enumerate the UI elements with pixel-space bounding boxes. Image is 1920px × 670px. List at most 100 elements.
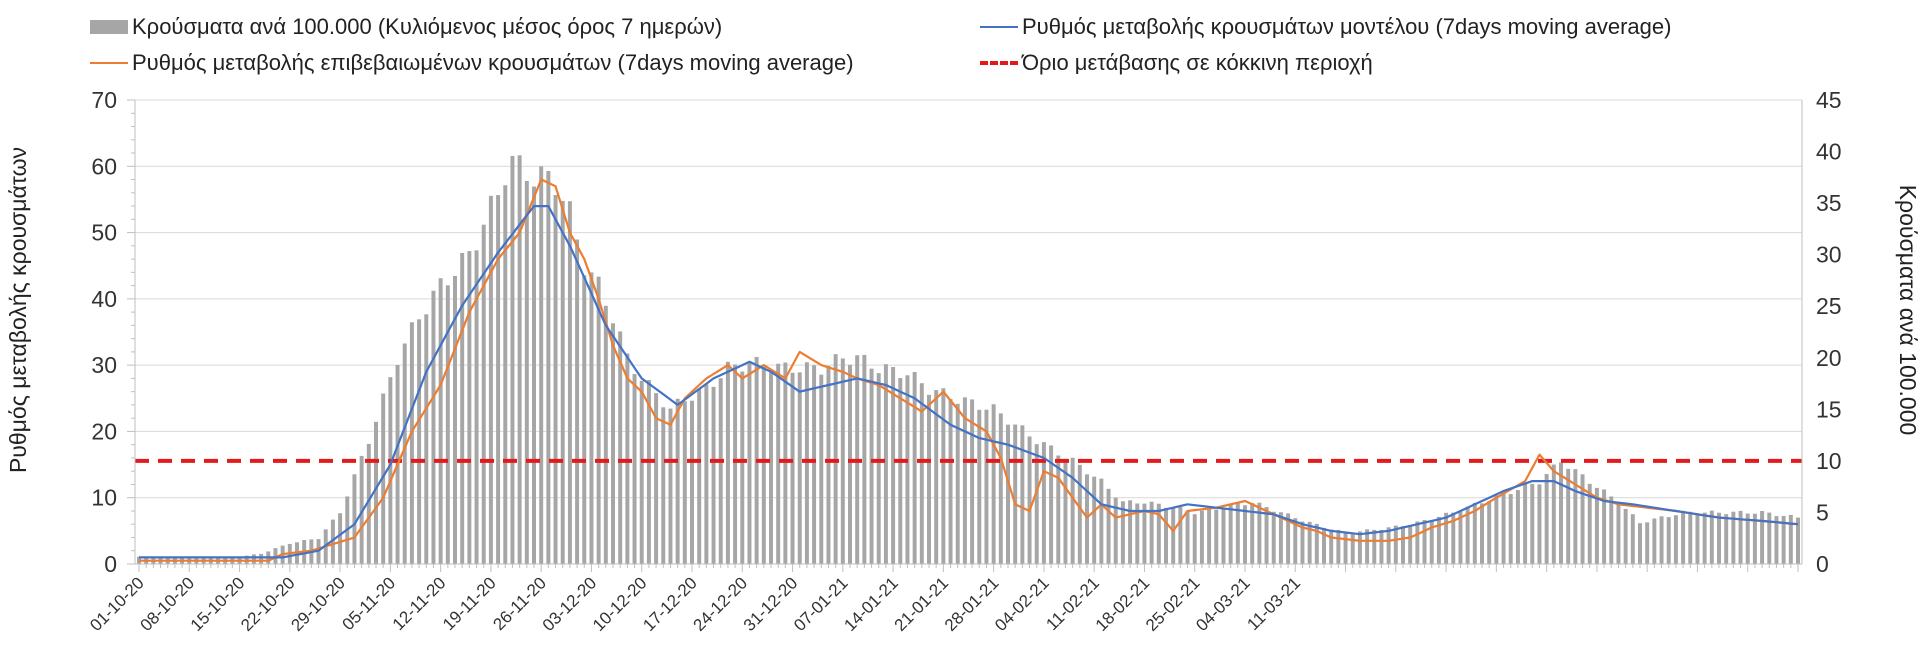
bar	[970, 399, 975, 564]
right-tick-label: 40	[1816, 139, 1842, 165]
bar	[1393, 525, 1398, 564]
bar	[1257, 502, 1262, 564]
bar	[1401, 526, 1405, 564]
bar	[1695, 514, 1700, 564]
bar	[711, 386, 716, 564]
bar	[1286, 513, 1291, 564]
bar	[1221, 508, 1226, 564]
bar	[1752, 513, 1757, 564]
bar	[517, 155, 522, 564]
bar	[1652, 518, 1657, 564]
bar	[668, 408, 673, 564]
right-tick-label: 35	[1816, 190, 1842, 216]
bar	[1357, 531, 1362, 564]
bar	[1515, 490, 1520, 564]
bar	[804, 362, 809, 564]
bar	[1760, 511, 1765, 564]
left-tick-label: 0	[104, 551, 117, 577]
bar	[919, 383, 924, 564]
bar	[1436, 516, 1441, 564]
bar	[1235, 503, 1240, 564]
bar	[1056, 455, 1061, 564]
x-tick-label: 25-02-21	[1142, 573, 1204, 635]
bar	[596, 276, 601, 564]
x-tick-label: 04-02-21	[991, 573, 1053, 635]
bar	[1717, 512, 1721, 564]
bar	[1781, 515, 1786, 564]
bar	[496, 195, 501, 564]
bar	[769, 372, 773, 564]
x-tick-label: 15-10-20	[187, 573, 249, 635]
bar	[366, 443, 371, 564]
bar	[1573, 469, 1578, 564]
bar	[1523, 484, 1528, 564]
bar	[338, 513, 343, 564]
bar	[575, 239, 580, 564]
bar	[747, 363, 752, 564]
bar	[646, 380, 651, 564]
legend: Κρούσματα ανά 100.000 (Κυλιόμενος μέσος …	[0, 0, 1920, 80]
bar	[1587, 483, 1592, 564]
bar	[424, 314, 429, 564]
bar	[1020, 425, 1025, 564]
bar	[977, 409, 982, 564]
bar	[962, 397, 967, 564]
bar	[539, 166, 544, 564]
x-tick-label: 14-01-21	[840, 573, 902, 635]
bar	[553, 194, 558, 564]
bar	[1041, 442, 1046, 564]
bar	[582, 275, 587, 564]
bar	[453, 275, 457, 564]
bar	[532, 186, 536, 564]
bar	[1594, 487, 1599, 564]
bar	[1099, 478, 1104, 564]
bar	[1551, 464, 1556, 564]
bar	[876, 373, 881, 564]
x-tick-label: 24-12-20	[690, 573, 752, 635]
right-tick-label: 45	[1816, 87, 1842, 113]
bar	[704, 384, 709, 564]
bar	[1702, 512, 1707, 564]
legend-item-bars: Κρούσματα ανά 100.000 (Κυλιόμενος μέσος …	[90, 14, 722, 40]
legend-swatch-model	[980, 26, 1018, 28]
right-tick-label: 0	[1816, 551, 1829, 577]
legend-swatch-confirmed	[90, 62, 128, 64]
bar	[898, 378, 903, 564]
bar	[1580, 474, 1585, 564]
bar	[1501, 493, 1506, 564]
bar	[481, 224, 486, 564]
bar	[998, 413, 1003, 564]
bar	[1429, 520, 1434, 564]
bar	[675, 398, 680, 564]
bar	[819, 374, 824, 564]
line-series	[135, 178, 1802, 562]
bar	[1113, 497, 1118, 564]
bar	[431, 290, 436, 564]
bar	[510, 155, 515, 564]
bar	[1293, 518, 1298, 564]
bar	[1135, 503, 1140, 564]
x-tick-label: 11-03-21	[1243, 573, 1304, 634]
bar	[912, 372, 917, 564]
bar	[869, 368, 874, 564]
x-tick-label: 22-10-20	[237, 573, 299, 635]
bar	[1106, 488, 1111, 564]
bar	[503, 185, 508, 564]
bar	[625, 353, 630, 564]
bar	[259, 553, 264, 564]
bar	[474, 250, 479, 564]
bar	[1034, 444, 1039, 564]
bar	[1709, 510, 1714, 564]
bar	[1774, 516, 1779, 564]
bar	[1566, 468, 1571, 564]
x-tick-label: 19-11-20	[439, 573, 500, 634]
bar	[941, 388, 946, 564]
bar	[682, 401, 687, 564]
right-tick-label: 5	[1816, 499, 1829, 525]
bar	[603, 305, 608, 564]
bar	[848, 364, 852, 564]
right-tick-label: 25	[1816, 293, 1842, 319]
bar	[797, 372, 802, 564]
